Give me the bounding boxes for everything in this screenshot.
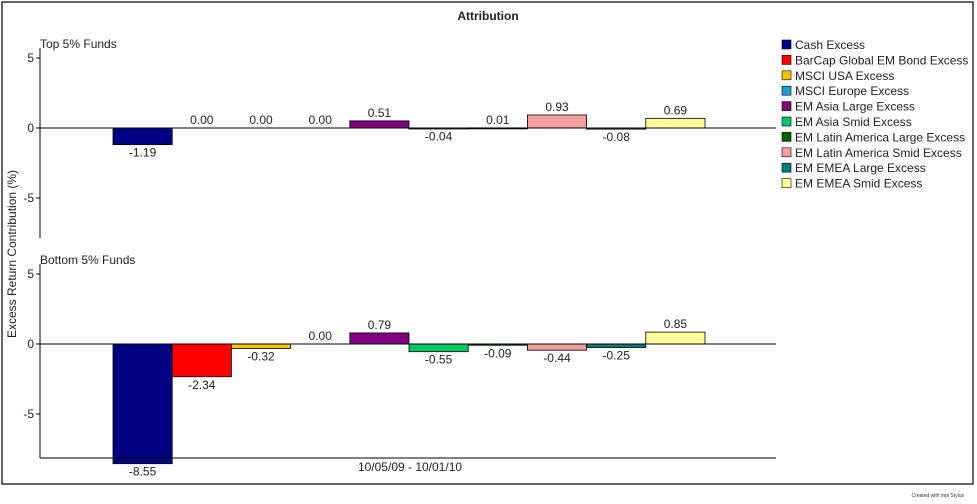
data-label: 0.85 — [664, 317, 688, 331]
bar-1 — [112, 343, 173, 465]
data-label: 0.69 — [664, 103, 688, 117]
footer-credit: Created with mpi Stylus — [911, 493, 964, 499]
y-tick-label: 0 — [27, 121, 34, 135]
panel-title: Top 5% Funds — [40, 37, 117, 51]
legend-swatch — [781, 178, 792, 188]
chart-frame — [1, 1, 974, 485]
legend-swatch — [781, 101, 792, 111]
legend-label: Cash Excess — [795, 38, 865, 52]
legend-item: MSCI USA Excess — [781, 69, 894, 83]
bar-10 — [645, 117, 706, 129]
y-tick-label: 5 — [27, 267, 34, 281]
legend-item: EM Latin America Large Excess — [781, 130, 965, 144]
data-label: 0.51 — [368, 106, 392, 120]
bar-3 — [230, 343, 291, 349]
data-label: 0.00 — [309, 329, 333, 343]
bar-5 — [349, 332, 410, 345]
data-label: 0.00 — [309, 113, 333, 127]
bar-1 — [112, 127, 173, 146]
panel-top: Top 5% Funds 5 0 -5 -1.19 0.00 0.00 0.00 0.51 -0.… — [23, 37, 776, 238]
legend-swatch — [781, 85, 792, 96]
data-label: -0.44 — [543, 351, 571, 365]
legend-item: EM Asia Large Excess — [781, 100, 915, 114]
legend-label: EM Latin America Large Excess — [795, 130, 965, 144]
y-tick-label: -5 — [23, 407, 34, 421]
y-tick-label: -5 — [23, 191, 34, 205]
bar-2 — [171, 343, 232, 378]
panels: Top 5% Funds 5 0 -5 -1.19 0.00 0.00 0.00 0.51 -0.… — [23, 37, 776, 479]
x-axis-label: 10/05/09 - 10/01/10 — [358, 460, 462, 474]
data-label: -0.04 — [425, 130, 453, 144]
legend-label: EM EMEA Smid Excess — [795, 177, 922, 191]
panel-title: Bottom 5% Funds — [40, 253, 135, 267]
data-label: -0.25 — [603, 349, 631, 363]
legend-item: EM EMEA Smid Excess — [781, 177, 922, 191]
legend-swatch — [781, 147, 792, 158]
legend-label: BarCap Global EM Bond Excess — [795, 53, 968, 67]
data-label: -0.09 — [484, 346, 512, 360]
bar-8 — [527, 343, 588, 351]
legend-item: Cash Excess — [781, 38, 865, 52]
data-label: -0.08 — [603, 130, 631, 144]
legend-item: MSCI Europe Excess — [781, 84, 909, 98]
bar-6 — [408, 343, 469, 353]
data-label: 0.01 — [486, 113, 510, 127]
data-label: -2.34 — [188, 378, 216, 392]
legend-item: BarCap Global EM Bond Excess — [781, 53, 968, 67]
data-label: 0.00 — [249, 113, 273, 127]
legend-label: MSCI USA Excess — [795, 69, 894, 83]
data-label: 0.79 — [368, 318, 392, 332]
chart-title: Attribution — [457, 9, 518, 23]
bar-5 — [349, 120, 410, 129]
legend-label: EM Asia Large Excess — [795, 100, 915, 114]
legend-item: EM Latin America Smid Excess — [781, 146, 962, 160]
data-label: -0.32 — [247, 349, 275, 363]
legend-swatch — [781, 132, 792, 142]
bar-8 — [527, 114, 588, 129]
legend-label: EM Latin America Smid Excess — [795, 146, 962, 160]
legend-label: EM Asia Smid Excess — [795, 115, 912, 129]
legend-swatch — [781, 162, 792, 173]
panel-bottom: Bottom 5% Funds 5 0 -5 -8.55 -2.34 -0.32 0.00 0.… — [23, 253, 776, 479]
y-axis-label: Excess Return Contribution (%) — [5, 170, 19, 338]
data-label: 0.93 — [545, 100, 569, 114]
y-tick-label: 0 — [27, 337, 34, 351]
data-label: -8.55 — [129, 465, 157, 479]
legend-label: MSCI Europe Excess — [795, 84, 909, 98]
legend-label: EM EMEA Large Excess — [795, 161, 926, 175]
legend-swatch — [781, 116, 792, 127]
legend-item: EM Asia Smid Excess — [781, 115, 912, 129]
legend-swatch — [781, 39, 792, 50]
data-label: -0.55 — [425, 353, 453, 367]
y-tick-label: 5 — [27, 51, 34, 65]
bar-10 — [645, 331, 706, 345]
data-label: -1.19 — [129, 146, 157, 160]
legend-item: EM EMEA Large Excess — [781, 161, 926, 175]
legend-swatch — [781, 70, 792, 81]
data-label: 0.00 — [190, 113, 214, 127]
bar-9 — [586, 343, 647, 348]
legend-swatch — [781, 55, 792, 65]
